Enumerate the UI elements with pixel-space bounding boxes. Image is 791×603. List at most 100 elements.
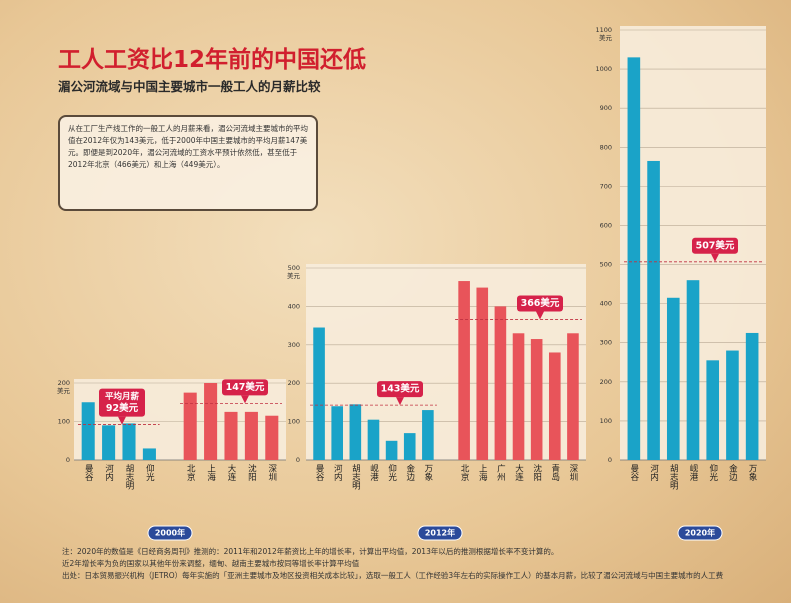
y-tick-label: 100 bbox=[58, 418, 70, 426]
bar bbox=[666, 297, 680, 460]
bar bbox=[102, 425, 116, 460]
x-tick-label: 曼谷 bbox=[314, 464, 324, 482]
x-tick-label: 上海 bbox=[206, 464, 216, 482]
y-tick-label: 200 bbox=[600, 378, 612, 386]
y-tick-label: 800 bbox=[600, 143, 612, 151]
average-bubble bbox=[222, 379, 268, 396]
bubble-pointer bbox=[118, 416, 126, 425]
x-tick-label: 胡志明 bbox=[350, 463, 360, 490]
x-tick-label: 河内 bbox=[649, 463, 659, 482]
x-tick-label: 大连 bbox=[226, 463, 236, 482]
x-tick-label: 沈阳 bbox=[246, 463, 256, 482]
x-tick-label: 万象 bbox=[747, 464, 757, 481]
x-tick-label: 仰光 bbox=[708, 463, 718, 482]
bubble-pointer bbox=[536, 311, 544, 320]
bar bbox=[81, 402, 95, 460]
x-tick-label: 岘港 bbox=[688, 464, 698, 482]
bar bbox=[476, 287, 489, 460]
bar bbox=[458, 281, 470, 460]
bar bbox=[512, 333, 525, 460]
x-tick-label: 金边 bbox=[405, 463, 415, 482]
bar bbox=[548, 352, 561, 460]
bar bbox=[706, 360, 720, 460]
plot-background bbox=[306, 264, 586, 460]
average-label: 92美元 bbox=[106, 402, 139, 414]
y-tick-label: 400 bbox=[600, 300, 612, 308]
y-tick-label: 0 bbox=[296, 456, 300, 464]
bar bbox=[224, 411, 238, 460]
y-tick-label: 100 bbox=[288, 418, 300, 426]
y-tick-label: 1100 bbox=[595, 26, 612, 34]
y-tick-label: 200 bbox=[58, 379, 70, 387]
x-tick-label: 万象 bbox=[423, 464, 433, 481]
note: 近2年增长率为负的国家以其他年份来调整，缅甸、越南主要城市按同等增长率计算平均值 bbox=[62, 559, 360, 568]
bar bbox=[367, 419, 380, 460]
bar bbox=[627, 57, 641, 460]
bubble-pointer bbox=[396, 397, 404, 406]
year-label: 2000年 bbox=[155, 528, 185, 538]
bar bbox=[122, 423, 136, 460]
x-tick-label: 岘港 bbox=[368, 464, 378, 482]
year-pill bbox=[147, 525, 193, 541]
x-tick-label: 青岛 bbox=[550, 463, 560, 482]
bar bbox=[244, 411, 258, 460]
x-tick-label: 胡志明 bbox=[668, 463, 678, 490]
average-label: 507美元 bbox=[696, 239, 735, 251]
bar bbox=[385, 440, 398, 460]
bar bbox=[745, 332, 759, 460]
x-tick-label: 金边 bbox=[727, 463, 737, 482]
year-pill bbox=[417, 525, 463, 541]
x-tick-label: 北京 bbox=[459, 464, 469, 482]
y-tick-label: 0 bbox=[66, 456, 70, 464]
x-tick-label: 仰光 bbox=[144, 463, 154, 482]
bar bbox=[331, 406, 344, 460]
bar bbox=[313, 327, 325, 460]
bubble-pointer bbox=[711, 253, 719, 262]
bar bbox=[567, 333, 579, 460]
subtitle: 湄公河流域与中国主要城市一般工人的月薪比较 bbox=[58, 79, 321, 94]
note: 注：2020年的数值是《日经商务周刊》推测的：2011年和2012年薪资比上年的… bbox=[62, 547, 559, 556]
year-pill bbox=[677, 525, 723, 541]
average-bubble bbox=[377, 381, 423, 398]
y-tick-label: 200 bbox=[288, 379, 300, 387]
y-tick-label: 700 bbox=[600, 182, 612, 190]
y-unit: 美元 bbox=[287, 271, 301, 280]
y-tick-label: 1000 bbox=[595, 65, 612, 73]
x-tick-label: 上海 bbox=[477, 464, 487, 482]
average-label: 147美元 bbox=[226, 381, 265, 393]
y-tick-label: 300 bbox=[600, 339, 612, 347]
average-bubble bbox=[99, 388, 145, 417]
average-label: 143美元 bbox=[381, 383, 420, 395]
y-tick-label: 300 bbox=[288, 341, 300, 349]
x-tick-label: 大连 bbox=[514, 463, 524, 482]
bar bbox=[349, 404, 362, 460]
year-label: 2020年 bbox=[685, 528, 715, 538]
y-tick-label: 500 bbox=[600, 261, 612, 269]
x-tick-label: 胡志明 bbox=[124, 463, 134, 490]
bar bbox=[403, 433, 416, 460]
year-label: 2012年 bbox=[425, 528, 455, 538]
bar bbox=[686, 280, 700, 460]
y-tick-label: 100 bbox=[600, 417, 612, 425]
intro-box: 从在工厂生产线工作的一般工人的月薪来看，湄公河流域主要城市的平均值在2012年仅… bbox=[58, 115, 318, 211]
average-bubble bbox=[692, 237, 738, 254]
x-tick-label: 曼谷 bbox=[629, 464, 639, 482]
y-unit: 美元 bbox=[57, 386, 71, 395]
y-tick-label: 900 bbox=[600, 104, 612, 112]
bar bbox=[530, 339, 543, 460]
y-tick-label: 600 bbox=[600, 221, 612, 229]
average-caption: 平均月薪 bbox=[105, 391, 140, 402]
title: 工人工资比12年前的中国还低 bbox=[58, 47, 367, 73]
x-tick-label: 仰光 bbox=[387, 463, 397, 482]
y-unit: 美元 bbox=[599, 33, 613, 42]
bar bbox=[142, 448, 156, 460]
x-tick-label: 深圳 bbox=[267, 464, 277, 482]
x-tick-label: 北京 bbox=[185, 464, 195, 482]
y-tick-label: 0 bbox=[608, 456, 612, 464]
y-tick-label: 500 bbox=[288, 264, 300, 272]
x-tick-label: 沈阳 bbox=[532, 463, 542, 482]
note: 出处：日本贸易振兴机构（JETRO）每年实施的「亚洲主要城市及地区投资相关成本比… bbox=[62, 571, 724, 580]
x-tick-label: 深圳 bbox=[568, 464, 578, 482]
average-bubble bbox=[517, 295, 563, 312]
